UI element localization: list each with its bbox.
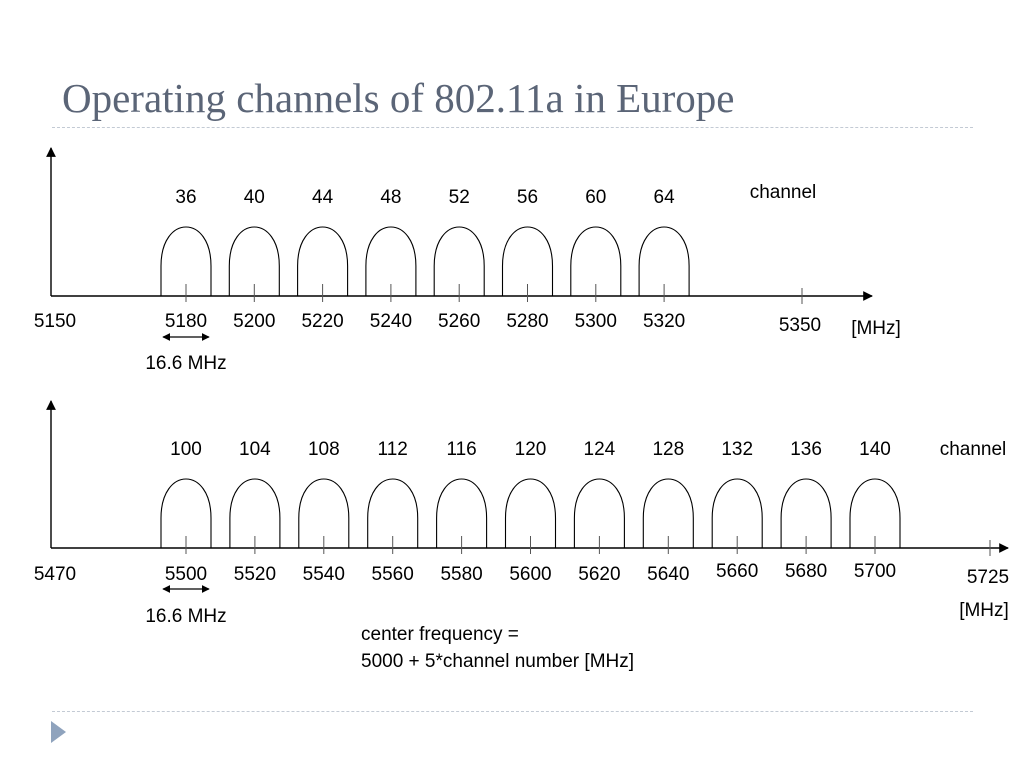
band-low-channel-lobe — [638, 226, 690, 296]
band-high-center-frequency: 5680 — [785, 561, 827, 582]
band-high-center-frequency: 5540 — [303, 564, 345, 585]
band-low-channel-number: 64 — [654, 187, 676, 208]
band-high-channel-lobe — [504, 478, 557, 548]
band-low-center-frequency: 5300 — [575, 311, 617, 332]
band-high-center-frequency: 5500 — [165, 564, 207, 585]
band-high-channel-lobe — [849, 478, 901, 548]
band-high-band-start: 5470 — [34, 564, 76, 585]
band-low-center-frequency: 5240 — [370, 311, 412, 332]
band-low-channel-number: 56 — [517, 187, 538, 208]
formula-line-1: center frequency = — [361, 624, 519, 645]
band-low-center-frequency: 5280 — [506, 311, 548, 332]
band-low-channel-lobe — [228, 226, 280, 296]
band-high-channel-lobe — [367, 478, 419, 548]
band-high-channel-number: 116 — [446, 439, 476, 460]
band-low-center-frequency: 5220 — [301, 311, 343, 332]
band-high-center-frequency: 5580 — [440, 564, 482, 585]
band-high-channel-label: channel — [940, 439, 1007, 460]
band-high-channel-number: 124 — [584, 439, 616, 460]
band-low-channel-number: 36 — [175, 187, 196, 208]
band-high-center-frequency: 5640 — [647, 564, 689, 585]
band-high-channel-number: 136 — [790, 439, 822, 460]
band-high-channel-number: 104 — [239, 439, 271, 460]
band-low-unit-label: [MHz] — [851, 318, 901, 339]
band-low-band-end: 5350 — [779, 315, 821, 336]
band-high-channel-number: 128 — [652, 439, 684, 460]
band-high-channel-lobe — [711, 478, 763, 548]
band-low-channel-number: 52 — [449, 187, 470, 208]
band-high-center-frequency: 5700 — [854, 561, 896, 582]
band-low-channel-number: 48 — [380, 187, 401, 208]
band-low-center-frequency: 5320 — [643, 311, 685, 332]
formula-line-2: 5000 + 5*channel number [MHz] — [361, 651, 635, 672]
band-low-channel-lobe — [365, 226, 417, 296]
band-low-bandwidth-label: 16.6 MHz — [145, 353, 226, 374]
band-low-channel-number: 44 — [312, 187, 334, 208]
band-high-channel-number: 140 — [859, 439, 891, 460]
band-high-channel-number: 132 — [721, 439, 753, 460]
band-high-diagram: 100 5500 104 5520 108 5540 112 5560 116 5580 120 56… — [34, 400, 1009, 627]
band-low-channel-lobe — [160, 226, 212, 296]
band-high-channel-number: 120 — [515, 439, 547, 460]
band-high-channel-lobe — [298, 478, 350, 548]
band-low-channel-lobe — [501, 226, 554, 296]
band-high-center-frequency: 5600 — [509, 564, 551, 585]
band-high-channel-number: 112 — [378, 439, 408, 460]
band-high-band-end: 5725 — [967, 567, 1009, 588]
band-high-bandwidth-label: 16.6 MHz — [145, 606, 226, 627]
next-slide-arrow-icon[interactable] — [51, 721, 66, 743]
title-divider — [52, 127, 973, 128]
band-high-channel-lobe — [642, 478, 694, 548]
band-low-channel-lobe — [297, 226, 349, 296]
footer-divider — [52, 711, 973, 712]
band-low-channel-label: channel — [750, 182, 817, 203]
band-high-channel-lobe — [573, 478, 625, 548]
band-low-channel-lobe — [570, 226, 622, 296]
band-high-center-frequency: 5520 — [234, 564, 276, 585]
slide-title: Operating channels of 802.11a in Europe — [62, 75, 735, 121]
band-high-channel-number: 100 — [170, 439, 202, 460]
band-low-center-frequency: 5200 — [233, 311, 275, 332]
band-low-channel-lobe — [433, 226, 485, 296]
band-high-channel-lobe — [436, 478, 488, 548]
band-low-channel-number: 60 — [585, 187, 606, 208]
band-low-center-frequency: 5260 — [438, 311, 480, 332]
band-high-unit-label: [MHz] — [959, 600, 1009, 621]
band-low-channel-number: 40 — [244, 187, 265, 208]
band-high-channel-lobe — [229, 478, 281, 548]
band-high-center-frequency: 5660 — [716, 561, 758, 582]
band-high-channel-lobe — [160, 478, 212, 548]
band-high-channel-number: 108 — [308, 439, 340, 460]
band-low-center-frequency: 5180 — [165, 311, 207, 332]
band-high-channel-lobe — [780, 478, 832, 548]
band-high-center-frequency: 5560 — [372, 564, 414, 585]
band-high-center-frequency: 5620 — [578, 564, 620, 585]
band-low-band-start: 5150 — [34, 311, 76, 332]
band-low-diagram: 36 5180 40 5200 44 5220 48 5240 52 5260 56 5280 60 53… — [34, 147, 901, 374]
